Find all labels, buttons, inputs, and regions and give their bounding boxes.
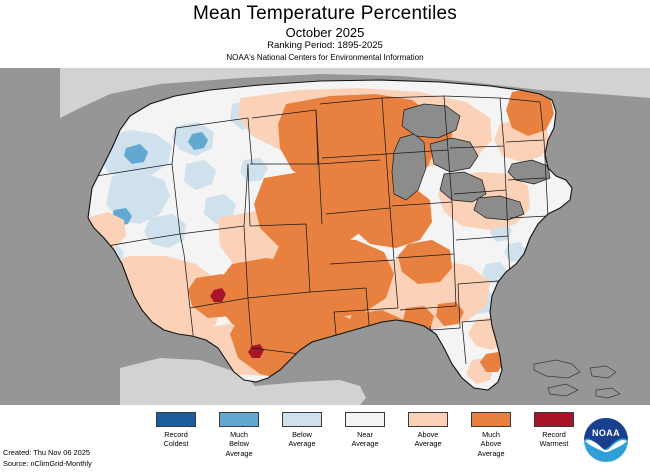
- legend-label-2: Much Below Average: [225, 430, 253, 458]
- us-choropleth-map: [0, 68, 650, 405]
- legend-swatch-row: [0, 412, 650, 430]
- credits-block: Created: Thu Nov 06 2025 Source: nClimGr…: [3, 448, 92, 469]
- noaa-logo-sky: [584, 418, 628, 449]
- legend-swatch-7: [534, 412, 574, 427]
- legend-label-7: Record Warmest: [539, 430, 569, 449]
- legend-swatch-3: [282, 412, 322, 427]
- map-panel: [0, 68, 650, 405]
- noaa-logo: NOAA: [578, 410, 634, 468]
- page-title: Mean Temperature Percentiles: [193, 3, 457, 24]
- legend-swatch-1: [156, 412, 196, 427]
- noaa-logo-text: NOAA: [592, 428, 620, 438]
- legend-swatch-2: [219, 412, 259, 427]
- legend-label-5: Above Average: [414, 430, 442, 449]
- legend-swatch-4: [345, 412, 385, 427]
- legend: Record Coldest Much Below Average Below Averag…: [0, 408, 650, 475]
- legend-swatch-6: [471, 412, 511, 427]
- legend-label-1: Record Coldest: [163, 430, 189, 449]
- title-block: Mean Temperature Percentiles October 202…: [0, 0, 650, 63]
- ranking-period-label: Ranking Period: 1895-2025: [267, 40, 383, 51]
- data-source: Source: nClimGrid-Monthly: [3, 458, 92, 468]
- period-subtitle: October 2025: [285, 25, 365, 40]
- created-date: Created: Thu Nov 06 2025: [3, 448, 90, 457]
- caribbean-islands: [533, 359, 621, 399]
- legend-swatch-5: [408, 412, 448, 427]
- neighboring-countries-land: [60, 68, 650, 405]
- organization-label: NOAA's National Centers for Environmenta…: [226, 53, 424, 62]
- noaa-logo-bird: [585, 440, 627, 453]
- legend-label-3: Below Average: [288, 430, 316, 449]
- us-coastline: [87, 79, 573, 391]
- legend-label-6: Much Above Average: [477, 430, 505, 458]
- legend-label-4: Near Average: [351, 430, 379, 449]
